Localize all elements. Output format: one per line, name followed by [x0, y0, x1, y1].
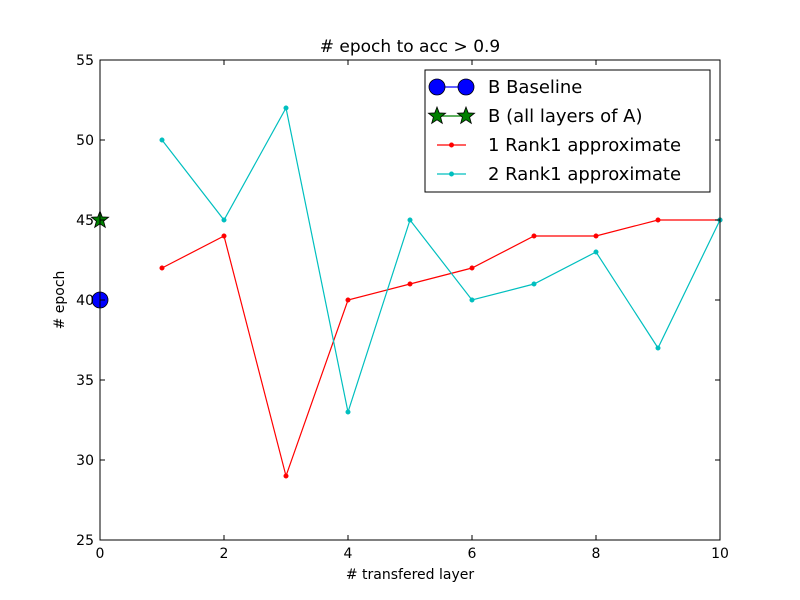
series-line: [161, 106, 721, 415]
y-tick-label: 35: [76, 373, 94, 389]
x-axis-label: # transfered layer: [346, 567, 474, 583]
data-point: [655, 217, 661, 223]
y-tick-label: 55: [76, 53, 94, 69]
data-point: [283, 473, 289, 479]
data-point: [407, 217, 413, 223]
legend-marker: [428, 78, 446, 96]
series-layer: [90, 105, 723, 479]
y-axis-label: # epoch: [52, 271, 68, 330]
data-point: [593, 233, 599, 239]
data-point: [469, 265, 475, 271]
legend-entry: 1 Rank1 approximate: [437, 135, 681, 156]
legend-label: 1 Rank1 approximate: [488, 135, 681, 156]
x-tick-label: 8: [592, 546, 601, 562]
series-line: [161, 219, 720, 479]
legend-entry: B (all layers of A): [427, 105, 643, 127]
data-point: [345, 297, 351, 303]
data-point: [283, 105, 289, 111]
ticks-layer: 0 2 4 6 8 10 25 30 35 40 45 50 55: [76, 53, 729, 562]
data-point: [345, 409, 351, 415]
legend-marker: [448, 171, 454, 177]
legend-entry: 2 Rank1 approximate: [437, 164, 681, 185]
legend-marker: [457, 78, 475, 96]
x-tick-label: 4: [344, 546, 353, 562]
legend: B Baseline B (all layers of A) 1 Rank1 app…: [424, 69, 711, 193]
legend-label: 2 Rank1 approximate: [488, 164, 681, 185]
data-point: [531, 233, 537, 239]
legend-entry: B Baseline: [428, 77, 582, 98]
legend-label: B Baseline: [488, 77, 582, 98]
y-tick-label: 50: [76, 133, 94, 149]
legend-marker: [456, 105, 476, 125]
data-point: [159, 265, 165, 271]
y-tick-label: 40: [76, 293, 94, 309]
data-point: [531, 281, 537, 287]
y-tick-label: 45: [76, 213, 94, 229]
x-tick-label: 0: [96, 546, 105, 562]
legend-label: B (all layers of A): [488, 106, 643, 127]
data-point: [407, 281, 413, 287]
y-tick-label: 30: [76, 453, 94, 469]
data-point: [655, 345, 661, 351]
x-tick-label: 2: [220, 546, 229, 562]
chart-title: # epoch to acc > 0.9: [320, 37, 501, 57]
legend-marker: [427, 105, 447, 125]
data-point: [593, 249, 599, 255]
data-point: [221, 233, 227, 239]
data-point: [221, 217, 227, 223]
legend-marker: [448, 142, 454, 148]
data-point: [469, 297, 475, 303]
y-tick-label: 25: [76, 533, 94, 549]
x-tick-label: 10: [711, 546, 729, 562]
x-tick-label: 6: [468, 546, 477, 562]
series-4: [159, 105, 723, 415]
data-point: [159, 137, 165, 143]
